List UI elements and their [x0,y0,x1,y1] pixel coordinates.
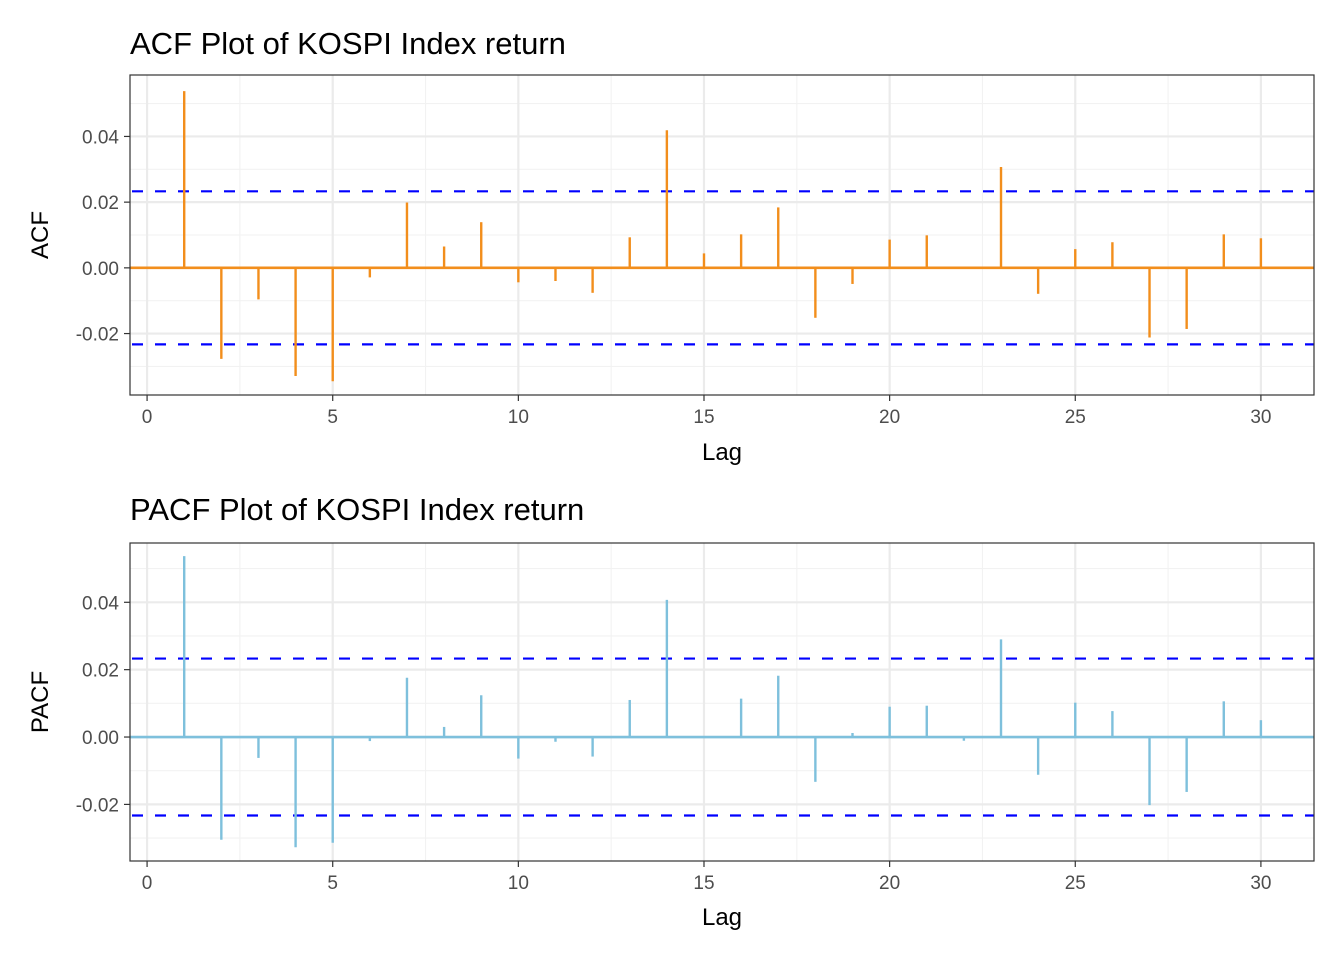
pacf-plot-area [129,542,1315,862]
pacf-x-tick-label: 5 [327,873,338,894]
acf-panel-border [129,74,1315,396]
acf-y-tick-label: 0.04 [82,127,119,148]
pacf-y-tick-label: 0.02 [82,661,119,682]
pacf-chart: PACF Plot of KOSPI Index return Lag PACF… [27,492,1315,931]
pacf-x-tick-label: 10 [508,873,529,894]
acf-x-tick-label: 0 [142,407,153,428]
acf-y-tick-label: 0.00 [82,259,119,280]
pacf-y-tick-label: -0.02 [76,795,119,816]
pacf-y-axis-title: PACF [27,671,54,733]
pacf-panel-background [130,543,1314,861]
acf-chart: ACF Plot of KOSPI Index return Lag ACF -… [27,26,1315,466]
acf-x-tick-label: 20 [879,407,900,428]
acf-x-tick-label: 25 [1065,407,1086,428]
acf-y-tick-label: -0.02 [76,325,119,346]
acf-y-axis-title: ACF [27,211,54,259]
pacf-x-tick-label: 25 [1065,873,1086,894]
acf-chart-title: ACF Plot of KOSPI Index return [130,26,566,61]
pacf-panel-border [129,542,1315,862]
acf-x-axis-title: Lag [702,439,742,466]
pacf-x-tick-label: 0 [142,873,153,894]
pacf-chart-title: PACF Plot of KOSPI Index return [130,492,584,527]
pacf-x-tick-label: 20 [879,873,900,894]
pacf-x-tick-label: 15 [693,873,714,894]
pacf-y-tick-label: 0.00 [82,728,119,749]
acf-y-tick-label: 0.02 [82,193,119,214]
acf-x-tick-label: 15 [693,407,714,428]
pacf-x-tick-label: 30 [1250,873,1271,894]
pacf-axes: -0.02 0.00 0.02 0.04 0 5 10 15 20 25 30 [76,593,1272,894]
acf-x-tick-label: 30 [1250,407,1271,428]
acf-x-tick-label: 5 [327,407,338,428]
acf-x-tick-label: 10 [508,407,529,428]
pacf-y-tick-label: 0.04 [82,593,119,614]
acf-plot-area [129,74,1315,396]
acf-axes: -0.02 0.00 0.02 0.04 0 5 10 15 20 25 30 [76,127,1272,428]
pacf-x-axis-title: Lag [702,904,742,931]
